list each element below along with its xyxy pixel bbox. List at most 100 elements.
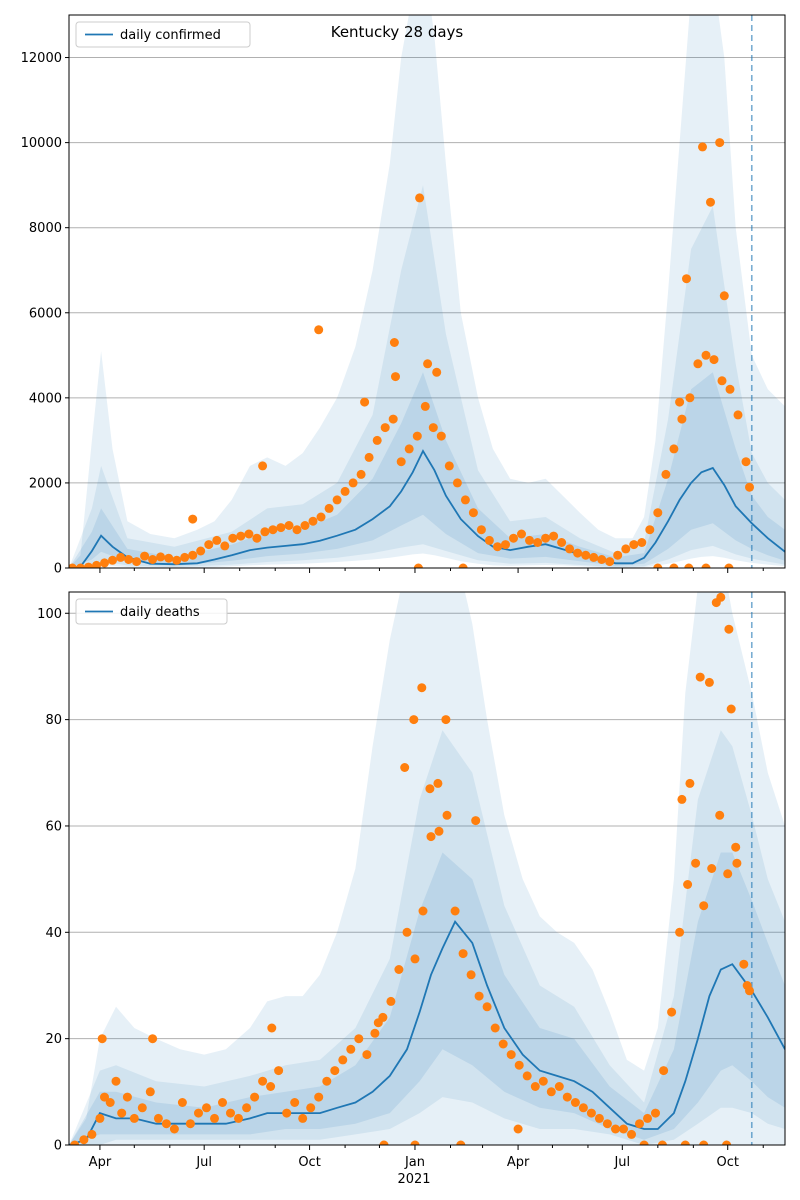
uncertainty-band: [69, 592, 785, 1145]
data-point: [725, 384, 735, 394]
data-point: [557, 538, 567, 547]
data-point: [482, 1002, 492, 1012]
data-point: [242, 1103, 252, 1113]
data-point: [145, 1087, 155, 1097]
data-point: [525, 535, 534, 545]
data-point: [731, 842, 741, 852]
data-point: [308, 516, 318, 526]
uncertainty-band: [69, 372, 785, 568]
data-point: [400, 763, 410, 772]
figure-title: Kentucky 28 days: [331, 23, 464, 41]
data-point: [180, 552, 190, 562]
data-point: [100, 1092, 109, 1102]
data-point: [177, 1098, 187, 1107]
data-point: [380, 423, 390, 433]
data-point: [433, 778, 443, 788]
data-point: [573, 548, 583, 558]
data-point: [635, 1119, 644, 1129]
data-point: [252, 533, 262, 543]
y-tick-label: 0: [54, 562, 62, 577]
legend: daily confirmed: [75, 21, 251, 48]
data-point: [290, 1098, 300, 1107]
data-point: [724, 563, 734, 568]
data-point: [340, 486, 350, 496]
legend-label: daily confirmed: [120, 28, 221, 43]
data-point: [79, 1135, 89, 1145]
bottom-panel: 0 20 40 60 80 100 Apr Jul Oct Jan Apr Jul Oct daily d…: [37, 591, 786, 1170]
data-point: [514, 1060, 524, 1070]
data-point: [156, 552, 166, 562]
data-point: [354, 1034, 364, 1044]
data-point: [415, 193, 425, 203]
data-point: [188, 550, 198, 560]
data-point: [522, 1071, 532, 1081]
data-point: [87, 1129, 97, 1139]
data-point: [493, 542, 502, 552]
data-point: [657, 1140, 667, 1145]
data-point: [276, 523, 286, 533]
data-point: [684, 563, 694, 568]
data-point: [685, 393, 695, 403]
data-point: [619, 1124, 628, 1134]
data-point: [97, 1034, 107, 1044]
data-point: [695, 672, 705, 682]
data-point: [362, 1050, 372, 1060]
x-tick-label: Apr: [507, 1155, 530, 1170]
data-point: [194, 1108, 203, 1118]
top-panel: 0 2000 4000 6000 8000 10000 12000 daily confirm…: [21, 14, 786, 577]
data-point: [260, 527, 270, 537]
data-point: [92, 560, 101, 568]
data-point: [316, 512, 326, 522]
data-point: [513, 1124, 523, 1134]
data-point: [458, 563, 468, 568]
data-point: [76, 563, 85, 568]
data-point: [450, 906, 460, 916]
data-point: [169, 1124, 179, 1134]
data-point: [726, 704, 736, 714]
data-point: [629, 540, 639, 550]
data-point: [332, 495, 342, 505]
data-point: [691, 858, 701, 868]
data-point: [639, 1140, 649, 1145]
data-point: [745, 482, 754, 492]
data-point: [549, 531, 559, 541]
data-point: [394, 965, 404, 974]
data-point: [410, 1140, 420, 1145]
data-point: [330, 1066, 340, 1076]
data-point: [693, 359, 703, 369]
data-point: [677, 414, 687, 424]
y-tick-label: 2000: [29, 476, 62, 491]
data-point: [434, 826, 444, 836]
uncertainty-band: [69, 852, 785, 1145]
data-point: [586, 1108, 596, 1118]
legend-label: daily deaths: [120, 605, 200, 620]
data-point: [541, 533, 551, 543]
data-point: [356, 469, 366, 479]
data-point: [388, 414, 398, 424]
data-point: [428, 423, 438, 433]
data-point: [212, 535, 222, 545]
data-point: [677, 794, 687, 804]
data-point: [682, 274, 691, 284]
data-point: [456, 1140, 466, 1145]
data-point: [116, 552, 126, 562]
data-point: [95, 1113, 105, 1123]
data-point: [409, 715, 419, 725]
data-point: [589, 552, 599, 562]
y-tick-label: 40: [45, 926, 62, 941]
data-point: [188, 514, 198, 524]
data-point: [148, 555, 158, 564]
data-point: [218, 1098, 227, 1107]
data-point: [226, 1108, 235, 1118]
data-point: [509, 533, 518, 543]
plot-area: [69, 592, 785, 1145]
data-point: [533, 538, 543, 547]
data-point: [709, 355, 719, 365]
data-point: [172, 555, 182, 565]
data-point: [210, 1113, 219, 1123]
data-point: [412, 431, 422, 441]
data-point: [391, 372, 400, 382]
data-point: [228, 533, 238, 543]
y-tick-label: 6000: [29, 306, 62, 321]
y-tick-label: 4000: [29, 391, 62, 406]
